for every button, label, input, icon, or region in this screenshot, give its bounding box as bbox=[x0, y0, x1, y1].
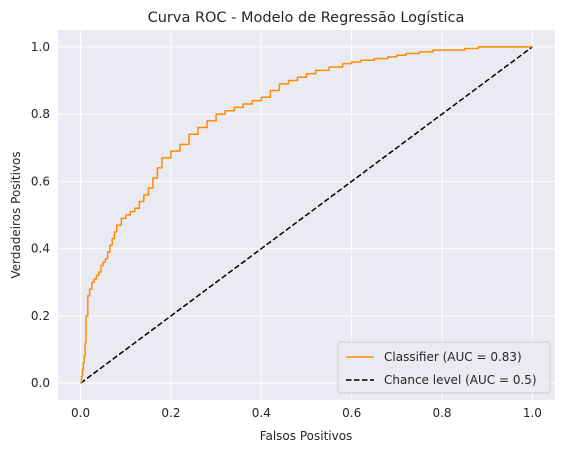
grid-lines bbox=[58, 30, 555, 400]
x-tick-label: 0.2 bbox=[161, 406, 180, 420]
x-tick-label: 0.6 bbox=[342, 406, 361, 420]
series-line-classifier bbox=[80, 46, 533, 384]
y-tick-label: 0.6 bbox=[31, 174, 50, 188]
chart-title: Curva ROC - Modelo de Regressão Logístic… bbox=[148, 10, 465, 26]
series-line-chance bbox=[80, 46, 533, 384]
x-tick-label: 0.8 bbox=[432, 406, 451, 420]
legend-entry-chance: Chance level (AUC = 0.5) bbox=[384, 373, 537, 387]
x-axis-label: Falsos Positivos bbox=[260, 429, 353, 443]
y-axis-label: Verdadeiros Positivos bbox=[9, 151, 23, 278]
y-tick-label: 0.8 bbox=[31, 107, 50, 121]
y-tick-label: 0.2 bbox=[31, 309, 50, 323]
y-tick-labels: 0.0 0.2 0.4 0.6 0.8 1.0 bbox=[31, 40, 50, 390]
series-layer bbox=[80, 46, 533, 384]
y-tick-label: 0.0 bbox=[31, 376, 50, 390]
x-tick-labels: 0.0 0.2 0.4 0.6 0.8 1.0 bbox=[71, 406, 542, 420]
legend-entry-classifier: Classifier (AUC = 0.83) bbox=[384, 350, 522, 364]
y-tick-label: 1.0 bbox=[31, 40, 50, 54]
legend: Classifier (AUC = 0.83) Chance level (AU… bbox=[337, 341, 551, 394]
x-tick-label: 1.0 bbox=[523, 406, 542, 420]
legend-box bbox=[337, 341, 551, 394]
x-tick-label: 0.4 bbox=[252, 406, 271, 420]
x-tick-label: 0.0 bbox=[71, 406, 90, 420]
y-tick-label: 0.4 bbox=[31, 242, 50, 256]
